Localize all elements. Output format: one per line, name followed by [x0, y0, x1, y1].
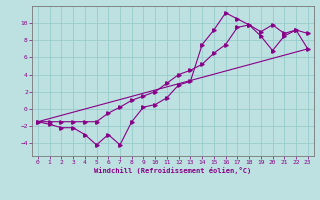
- X-axis label: Windchill (Refroidissement éolien,°C): Windchill (Refroidissement éolien,°C): [94, 167, 252, 174]
